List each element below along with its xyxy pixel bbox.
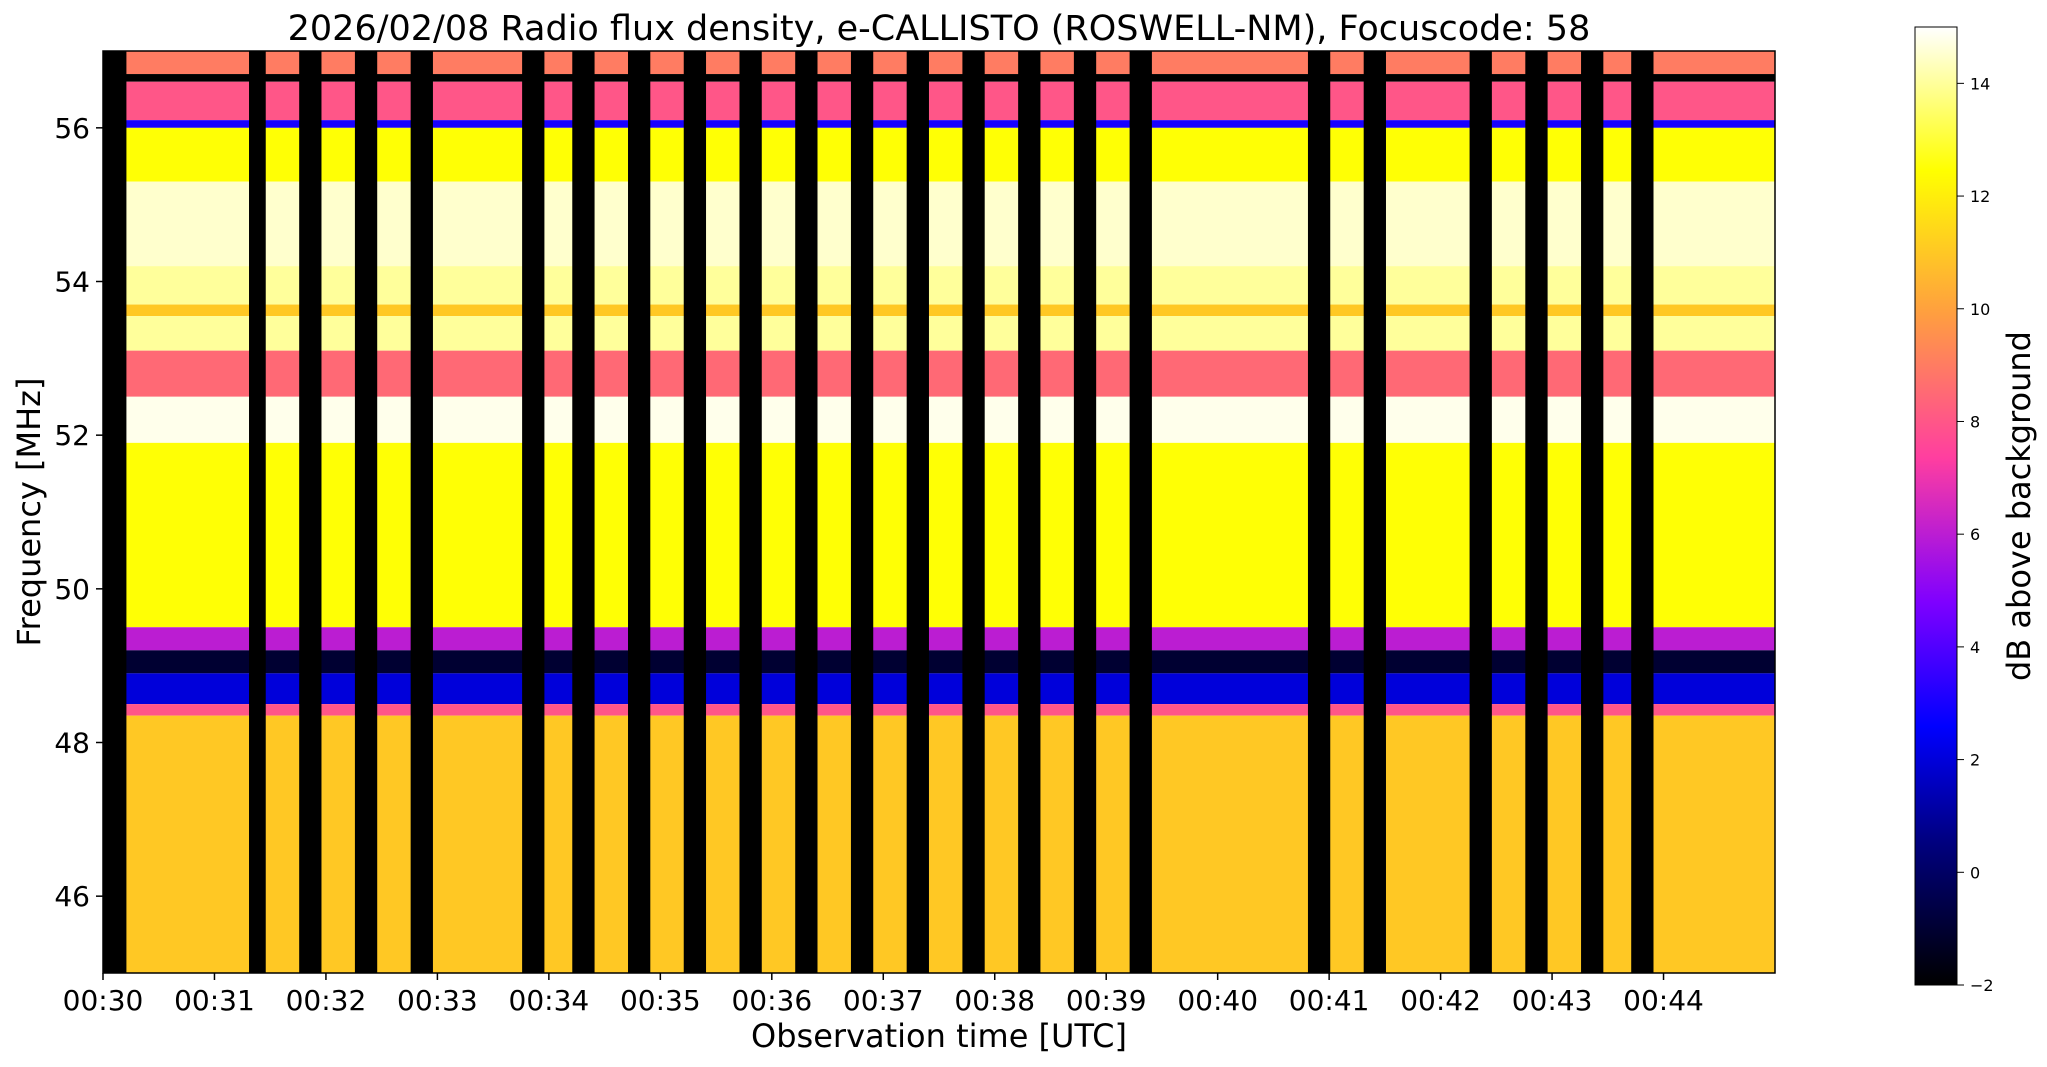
data-gap-13: [962, 51, 985, 973]
frequency-band-2: [103, 81, 1775, 121]
x-tick-label: 00:43: [1512, 984, 1593, 1017]
colorbar-tick-label: 4: [1970, 638, 1980, 657]
chart-title: 2026/02/08 Radio flux density, e-CALLIST…: [288, 9, 1591, 49]
y-axis-label: Frequency [MHz]: [10, 378, 48, 647]
data-gap-20: [1525, 51, 1548, 973]
frequency-band-5: [103, 181, 1775, 267]
colorbar-label: dB above background: [2000, 331, 2038, 681]
frequency-band-13: [103, 650, 1775, 674]
y-tick-label: 50: [54, 573, 90, 606]
colorbar-tick-label: 0: [1970, 863, 1980, 882]
colorbar-tick-label: 6: [1970, 525, 1980, 544]
data-gap-16: [1129, 51, 1152, 973]
x-tick-label: 00:30: [63, 984, 144, 1017]
data-gap-15: [1073, 51, 1097, 973]
frequency-band-0: [103, 51, 1775, 75]
x-tick-label: 00:42: [1400, 984, 1481, 1017]
frequency-band-6: [103, 266, 1775, 305]
colorbar-gradient: [1914, 26, 1958, 986]
colorbar-tick-label: 10: [1970, 300, 1990, 319]
data-gap-22: [1631, 51, 1654, 973]
data-gap-7: [628, 51, 651, 973]
x-tick-label: 00:40: [1177, 984, 1258, 1017]
frequency-band-14: [103, 673, 1775, 705]
data-gap-17: [1307, 51, 1331, 973]
frequency-bands: [103, 51, 1775, 973]
x-tick-label: 00:44: [1623, 984, 1704, 1017]
data-gaps: [103, 51, 1654, 973]
y-tick-label: 48: [54, 727, 90, 760]
data-gap-11: [850, 51, 874, 973]
x-tick-label: 00:36: [731, 984, 812, 1017]
x-tick-label: 00:35: [620, 984, 701, 1017]
plot-frame: [102, 50, 1776, 974]
x-axis-ticks: 00:30 00:31 00:32 00:33 00:34 00:35 00:36 00:37…: [63, 973, 1704, 1017]
data-gap-19: [1469, 51, 1492, 973]
data-gap-4: [410, 51, 433, 973]
frequency-band-3: [103, 120, 1775, 128]
x-tick-label: 00:38: [954, 984, 1035, 1017]
data-gap-10: [795, 51, 818, 973]
x-tick-label: 00:37: [843, 984, 924, 1017]
data-gap-5: [522, 51, 545, 973]
y-tick-label: 56: [54, 112, 90, 145]
frequency-band-8: [103, 316, 1775, 351]
data-gap-14: [1018, 51, 1041, 973]
colorbar-ticks: −2 0 2 4 6 8 10 12 14: [1957, 74, 1994, 995]
y-axis-ticks: 46 48 50 52 54 56: [54, 112, 103, 913]
y-tick-label: 54: [54, 266, 90, 299]
frequency-band-12: [103, 627, 1775, 651]
data-gap-1: [249, 51, 266, 973]
frequency-band-16: [103, 715, 1775, 973]
colorbar-tick-label: −2: [1970, 976, 1994, 995]
x-axis-label: Observation time [UTC]: [751, 1017, 1127, 1055]
data-gap-9: [739, 51, 762, 973]
colorbar: −2 0 2 4 6 8 10 12 14 dB above background: [1914, 26, 2038, 995]
colorbar-tick-label: 8: [1970, 412, 1980, 431]
frequency-band-15: [103, 704, 1775, 716]
data-gap-6: [572, 51, 595, 973]
data-gap-8: [683, 51, 707, 973]
frequency-band-10: [103, 396, 1775, 443]
x-tick-label: 00:39: [1066, 984, 1147, 1017]
y-tick-label: 46: [54, 880, 90, 913]
x-tick-label: 00:31: [174, 984, 255, 1017]
data-gap-3: [354, 51, 378, 973]
spectrogram-plot: [102, 50, 1776, 974]
frequency-band-4: [103, 127, 1775, 182]
data-gap-18: [1363, 51, 1386, 973]
data-gap-21: [1581, 51, 1604, 973]
y-tick-label: 52: [54, 419, 90, 452]
frequency-band-1: [103, 74, 1775, 82]
frequency-band-11: [103, 442, 1775, 628]
frequency-band-9: [103, 350, 1775, 397]
colorbar-tick-label: 12: [1970, 187, 1990, 206]
x-tick-label: 00:33: [397, 984, 478, 1017]
data-gap-12: [906, 51, 929, 973]
colorbar-tick-label: 14: [1970, 74, 1990, 93]
data-gap-2: [299, 51, 322, 973]
colorbar-tick-label: 2: [1970, 751, 1980, 770]
x-tick-label: 00:32: [286, 984, 367, 1017]
frequency-band-7: [103, 304, 1775, 317]
x-tick-label: 00:34: [509, 984, 590, 1017]
data-gap-0: [103, 51, 127, 973]
x-tick-label: 00:41: [1289, 984, 1370, 1017]
